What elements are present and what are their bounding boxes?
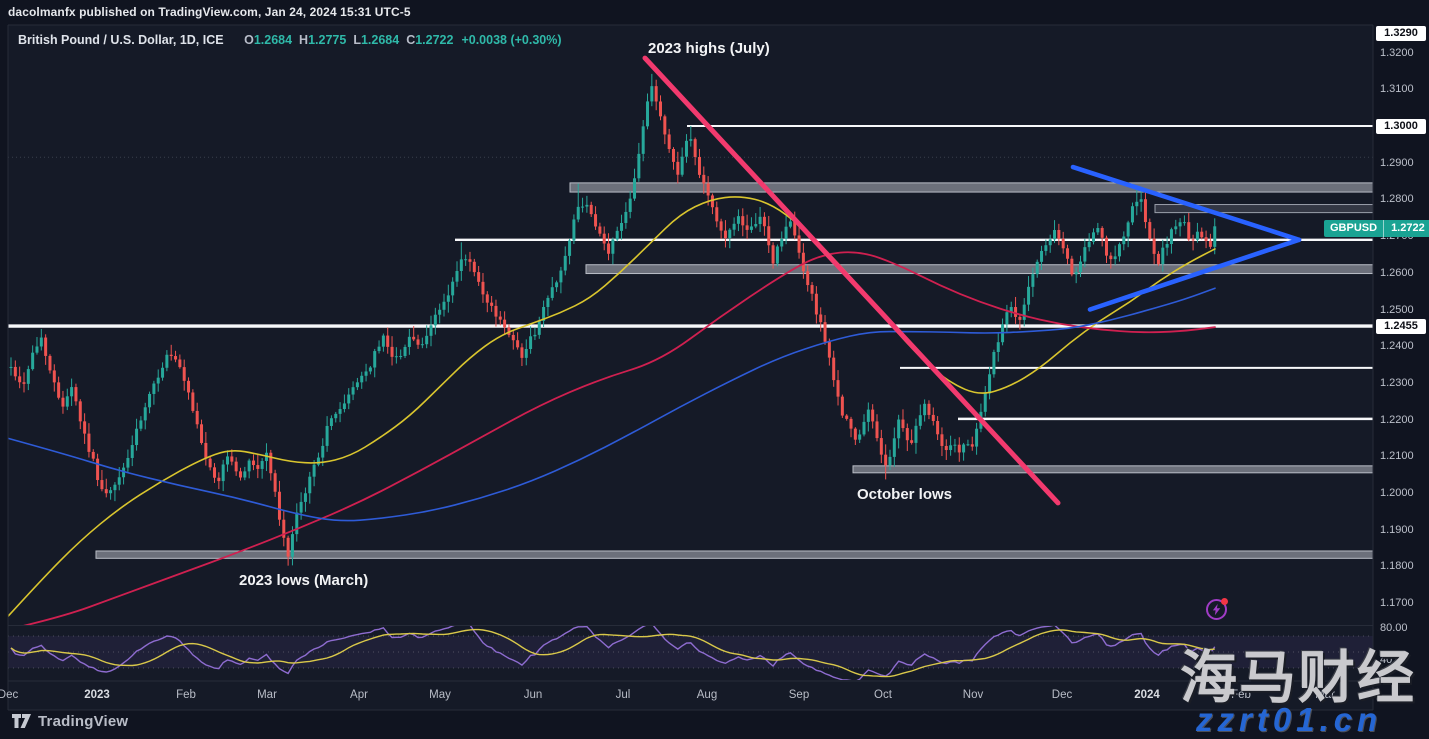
time-axis-label: Dec <box>1051 689 1073 701</box>
downtrend-from-2023-highs[interactable] <box>642 55 1061 506</box>
lightning-bolt-icon <box>1212 603 1221 616</box>
time-axis-label: 2024 <box>1134 689 1160 701</box>
price-tick-label: 1.2500 <box>1380 303 1414 316</box>
time-axis-label: Nov <box>962 689 984 701</box>
time-axis-label: Mar <box>1315 689 1335 701</box>
time-axis-label: Sep <box>788 689 810 701</box>
time-axis-label: Jun <box>523 689 543 701</box>
time-axis-label: Jul <box>615 689 631 701</box>
ohlc-label: L <box>353 33 361 47</box>
time-axis-label: Dec <box>0 689 19 701</box>
rsi-signal-line <box>10 628 1215 678</box>
chart-frame-borders <box>7 24 1374 711</box>
time-axis-label: Feb <box>1231 689 1251 701</box>
time-axis-label: Apr <box>350 689 368 701</box>
time-axis-label: Oct <box>874 689 892 701</box>
tradingview-logo[interactable]: TradingView <box>12 713 128 730</box>
price-tick-label: 1.2300 <box>1380 376 1414 389</box>
watermark-url: zzrt01.cn <box>1196 701 1383 738</box>
price-tick-label: 1.2200 <box>1380 413 1414 426</box>
annotation-2023-highs: 2023 highs (July) <box>648 40 770 57</box>
price-tick-label: 1.1800 <box>1380 560 1414 573</box>
price-tick-label: 1.2000 <box>1380 487 1414 499</box>
price-tick-label: 1.2100 <box>1380 450 1414 463</box>
notification-dot <box>1221 598 1228 605</box>
price-tick-label: 1.3100 <box>1380 83 1414 96</box>
symbol-header: British Pound / U.S. Dollar, 1D, ICE O1.… <box>18 33 562 47</box>
sma-mid-pink <box>23 251 1216 625</box>
publisher-text: dacolmanfx published on TradingView.com,… <box>8 5 411 19</box>
sma-slow-blue <box>8 287 1216 522</box>
current-price-label: GBPUSD 1.2722 <box>1324 219 1429 237</box>
time-axis-label: May <box>429 689 451 701</box>
ohlc-label: C <box>406 33 416 47</box>
ohlc-label: O <box>244 33 254 47</box>
symbol-title: British Pound / U.S. Dollar, 1D, ICE <box>18 33 224 47</box>
candlestick-layer <box>9 73 1217 566</box>
publisher-bar: dacolmanfx published on TradingView.com,… <box>0 0 1429 25</box>
price-tick-label: 1.2800 <box>1380 193 1414 206</box>
time-scale[interactable]: Dec 2023 Feb Mar Apr May Jun Jul Aug Sep Oct Nov Dec… <box>0 682 1373 710</box>
price-tick-label: 1.2600 <box>1380 266 1414 279</box>
time-axis-label: Aug <box>696 689 718 701</box>
tradingview-mark-icon <box>12 714 31 728</box>
annotation-2023-lows: 2023 lows (March) <box>239 572 369 589</box>
price-tick-label: 1.1700 <box>1380 597 1414 610</box>
time-axis-label: 2023 <box>84 689 110 701</box>
ohlc-value: 1.2775 <box>308 33 347 47</box>
oscillator-tick-label: 40.00 <box>1380 654 1408 666</box>
sma-fast-yellow <box>8 196 1216 618</box>
price-level-label: 1.2455 <box>1376 318 1426 334</box>
ohlc-value: 1.2722 <box>415 33 454 47</box>
price-tick-label: 1.2900 <box>1380 156 1414 169</box>
time-axis-label: Feb <box>176 689 196 701</box>
rsi-line <box>10 626 1216 680</box>
wedge-lower[interactable] <box>1087 237 1302 312</box>
current-price-value: 1.2722 <box>1384 219 1429 237</box>
moving-averages-layer <box>8 196 1216 625</box>
oscillator-layer <box>8 626 1373 680</box>
levels-layer <box>8 125 1373 559</box>
price-tick-label: 1.2400 <box>1380 340 1414 353</box>
ohlc-values: O1.2684 H1.2775 L1.2684 C1.2722 +0.0038 (+0.… <box>237 33 561 47</box>
ohlc-label: H <box>299 33 309 47</box>
trendlines-layer <box>642 55 1302 506</box>
annotation-october-lows: October lows <box>857 486 953 503</box>
price-level-label: 1.3000 <box>1376 118 1426 134</box>
tradingview-logo-text: TradingView <box>38 713 129 730</box>
watermark-cjk: 海马财经 <box>1180 646 1416 710</box>
current-symbol-tag: GBPUSD <box>1324 219 1385 237</box>
ohlc-value: 1.2684 <box>360 33 400 47</box>
price-level-label: 1.3290 <box>1376 25 1426 41</box>
time-axis-label: Mar <box>257 689 277 701</box>
oscillator-tick-label: 80.00 <box>1380 622 1408 634</box>
price-scale[interactable]: 1.32001.31001.29001.28001.27001.26001.25… <box>1324 0 1429 739</box>
ohlc-value: 1.2684 <box>253 33 293 47</box>
flash-idea-icon[interactable] <box>1206 598 1228 620</box>
wedge-upper[interactable] <box>1070 164 1302 243</box>
change-value: +0.0038 (+0.30%) <box>461 33 562 47</box>
price-tick-label: 1.1900 <box>1380 523 1414 536</box>
price-tick-label: 1.3200 <box>1380 46 1414 59</box>
